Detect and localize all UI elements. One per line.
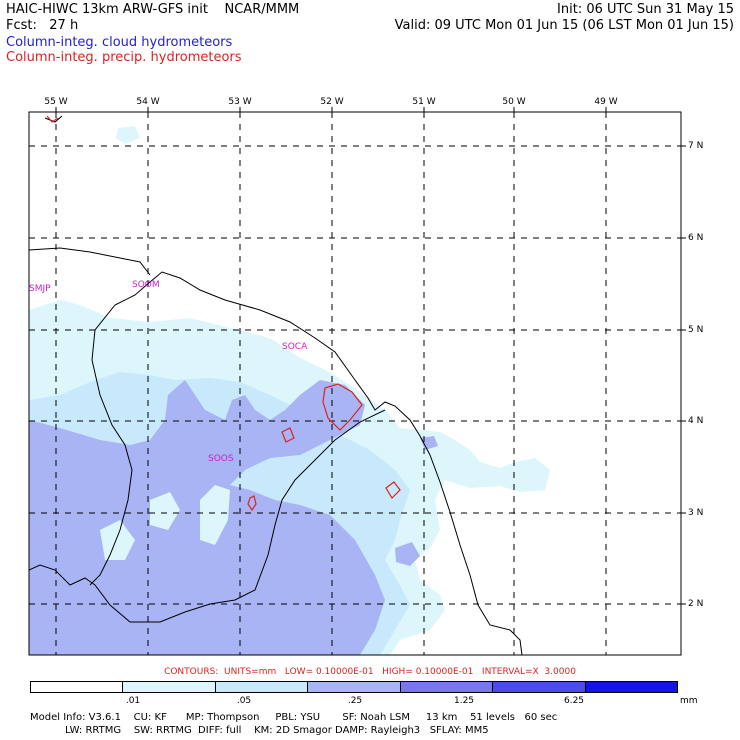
lon-label-51w: 51 W <box>412 97 436 107</box>
station-smjp: SMJP <box>29 284 51 294</box>
precip-contours <box>46 115 401 512</box>
legend-swatch-3 <box>215 682 309 692</box>
legend-swatch-4 <box>308 682 401 692</box>
plot-title: HAIC-HIWC 13km ARW-GFS init NCAR/MMM <box>6 2 300 17</box>
coastline <box>149 271 523 655</box>
init-time: Init: 06 UTC Sun 31 May 15 <box>557 2 734 17</box>
legend-swatch-6 <box>493 682 586 692</box>
legend-tick-3: .25 <box>347 696 363 706</box>
lat-lon-grid <box>29 112 681 655</box>
legend-tick-5: 6.25 <box>563 696 585 706</box>
station-soos: SOOS <box>208 454 234 464</box>
model-info-line1: Model Info: V3.6.1 CU: KF MP: Thompson P… <box>30 712 558 723</box>
lon-label-49w: 49 W <box>594 97 618 107</box>
legend-tick-1: .01 <box>125 696 141 706</box>
station-soca: SOCA <box>282 342 308 352</box>
lat-label-4n: 4 N <box>688 416 704 426</box>
lat-label-7n: 7 N <box>688 141 704 151</box>
lon-label-53w: 53 W <box>228 97 252 107</box>
legend-swatch-5 <box>400 682 494 692</box>
lat-label-2n: 2 N <box>688 599 704 609</box>
lat-label-5n: 5 N <box>688 325 704 335</box>
coastline-borders <box>29 115 523 655</box>
map-frame <box>28 111 682 656</box>
border-guyane-brazil <box>29 409 386 623</box>
lon-label-52w: 52 W <box>320 97 344 107</box>
station-soom: SOOM <box>132 280 160 290</box>
lat-ticks <box>681 145 686 605</box>
field-label-precip: Column-integ. precip. hydrometeors <box>6 50 242 65</box>
lat-label-6n: 6 N <box>688 233 704 243</box>
lon-label-54w: 54 W <box>136 97 160 107</box>
lon-ticks <box>55 107 607 112</box>
legend-tick-2: .05 <box>236 696 252 706</box>
model-info-line2: LW: RRTMG SW: RRTMG DIFF: full KM: 2D Sm… <box>30 725 489 736</box>
color-legend <box>30 681 678 693</box>
border-suriname-west <box>29 247 151 276</box>
lon-label-50w: 50 W <box>502 97 526 107</box>
hydrometeor-field <box>29 126 550 655</box>
forecast-hour: Fcst: 27 h <box>6 18 79 33</box>
legend-swatch-1 <box>31 682 124 692</box>
contour-info: CONTOURS: UNITS=mm LOW= 0.10000E-01 HIGH… <box>164 667 576 677</box>
valid-time: Valid: 09 UTC Mon 01 Jun 15 (06 LST Mon … <box>394 18 734 33</box>
lat-label-3n: 3 N <box>688 508 704 518</box>
legend-swatch-2 <box>123 682 216 692</box>
field-label-cloud: Column-integ. cloud hydrometeors <box>6 35 233 50</box>
border-suriname-guyane <box>89 281 151 586</box>
legend-tick-4: 1.25 <box>453 696 475 706</box>
legend-units: mm <box>680 696 698 706</box>
lon-label-55w: 55 W <box>44 97 68 107</box>
legend-swatch-7 <box>585 682 677 692</box>
